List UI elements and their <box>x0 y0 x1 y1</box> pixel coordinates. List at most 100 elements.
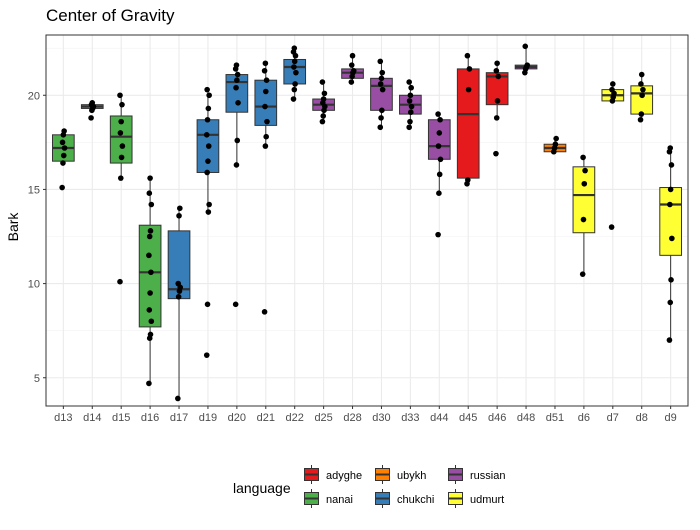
box-d16 <box>138 175 162 387</box>
data-point <box>435 231 441 238</box>
data-point <box>437 156 444 163</box>
data-point <box>522 43 529 50</box>
data-point <box>377 124 384 131</box>
legend-item-ubykh: ubykh <box>374 465 426 484</box>
data-point <box>348 79 355 85</box>
data-point <box>146 190 153 196</box>
legend-item-udmurt: udmurt <box>447 489 504 508</box>
data-point <box>118 154 125 161</box>
box-d7 <box>601 81 625 230</box>
data-point <box>233 162 240 168</box>
data-point <box>493 67 500 74</box>
data-point <box>146 252 152 259</box>
data-point <box>206 92 212 99</box>
data-point <box>88 115 94 121</box>
x-tick-label: d9 <box>665 412 677 424</box>
data-point <box>177 205 183 212</box>
data-point <box>234 77 240 83</box>
x-tick-label: d25 <box>314 412 332 424</box>
data-point <box>60 160 66 166</box>
data-point <box>118 118 124 125</box>
data-point <box>119 143 126 149</box>
data-point <box>147 331 154 338</box>
data-point <box>524 62 531 68</box>
data-point <box>637 116 644 123</box>
data-point <box>638 81 644 87</box>
data-point <box>668 277 674 283</box>
x-tick-label: d13 <box>54 412 72 424</box>
data-point <box>175 293 182 300</box>
data-point <box>408 103 415 110</box>
data-point <box>291 86 298 93</box>
legend-title: language <box>233 480 291 496</box>
data-point <box>406 124 412 131</box>
box-d48 <box>514 43 538 76</box>
data-point <box>291 45 298 51</box>
data-point <box>667 145 674 151</box>
data-point <box>203 352 210 358</box>
data-point <box>233 84 239 91</box>
data-point <box>552 141 559 148</box>
y-tick-label: 15 <box>28 184 40 196</box>
x-tick-label: d46 <box>488 412 506 424</box>
box-d22 <box>283 45 307 102</box>
data-point <box>234 71 241 78</box>
x-tick-label: d33 <box>401 412 419 424</box>
box-d14 <box>80 99 104 121</box>
data-point <box>61 128 67 134</box>
data-point <box>293 69 299 76</box>
data-point <box>379 86 386 93</box>
data-point <box>640 86 646 93</box>
data-point <box>319 79 326 85</box>
data-point <box>377 58 384 65</box>
data-point <box>435 111 441 117</box>
data-point <box>610 81 616 87</box>
data-point <box>205 143 212 149</box>
data-point <box>234 137 241 144</box>
data-point <box>553 135 559 142</box>
x-tick-label: d45 <box>459 412 477 424</box>
data-point <box>261 309 268 315</box>
box-d51 <box>543 135 567 155</box>
box-d20 <box>225 62 249 308</box>
box-d6 <box>572 154 596 277</box>
plot-panel: 5 10 15 20 d13 d14 d15 d16 d17 d19 d20 d21 d22 d25 d28… <box>28 34 689 424</box>
data-point <box>465 177 471 183</box>
data-point <box>495 73 502 80</box>
x-tick-label: d51 <box>546 412 564 424</box>
legend-label: ubykh <box>397 470 426 482</box>
data-point <box>59 184 65 191</box>
legend-item-chukchi: chukchi <box>374 489 434 508</box>
data-point <box>667 299 674 306</box>
data-point <box>320 113 327 119</box>
legend-item-russian: russian <box>447 465 505 484</box>
data-point <box>464 52 471 59</box>
data-point <box>292 81 298 87</box>
data-point <box>378 75 385 82</box>
data-point <box>146 380 152 387</box>
y-axis-label: Bark <box>5 212 21 242</box>
box-body <box>254 79 278 126</box>
data-point <box>608 224 615 230</box>
data-point <box>407 118 413 125</box>
chart-title: Center of Gravity <box>46 6 175 25</box>
data-point <box>350 67 357 74</box>
x-tick-label: d20 <box>228 412 246 424</box>
data-point <box>147 175 153 181</box>
data-point <box>321 90 328 97</box>
data-point <box>580 154 586 161</box>
legend: language adyghe nanai ubykh chukchi russian u… <box>233 465 505 508</box>
data-point <box>60 152 67 159</box>
data-point <box>348 62 355 68</box>
data-point <box>146 307 153 313</box>
box-d8 <box>630 71 654 123</box>
box-d9 <box>659 145 682 343</box>
box-d33 <box>399 79 422 131</box>
data-point <box>668 162 675 168</box>
data-point <box>465 86 472 93</box>
box-d15 <box>109 92 133 285</box>
data-point <box>435 143 442 149</box>
box-body <box>456 68 480 179</box>
x-tick-label: d6 <box>578 412 590 424</box>
